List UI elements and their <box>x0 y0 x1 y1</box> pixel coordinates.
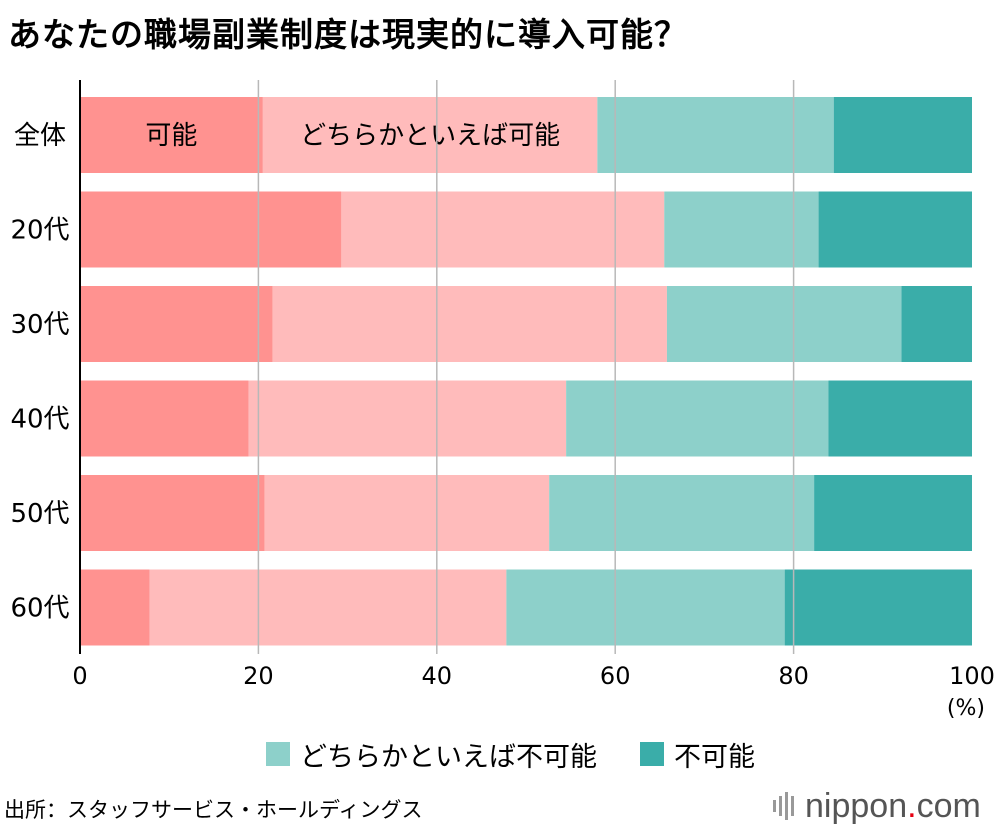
logo-dot: . <box>907 786 917 825</box>
logo-bars-icon <box>773 792 797 820</box>
bar-segment-2-0 <box>80 286 273 362</box>
bar-segment-0-1 <box>262 97 598 173</box>
inline-series-label-1: どちらかといえば可能 <box>300 121 560 151</box>
x-axis-unit: (%) <box>947 696 985 721</box>
chart-title: あなたの職場副業制度は現実的に導入可能？ <box>8 15 688 54</box>
legend: どちらかといえば不可能 不可能 <box>0 734 1000 774</box>
legend-item-dochiraka-fukanou: どちらかといえば不可能 <box>266 734 597 774</box>
logo-name: nippon <box>805 786 908 825</box>
legend-swatch-fukanou <box>640 742 664 766</box>
legend-label-fukanou: 不可能 <box>674 741 755 773</box>
bar-segment-4-1 <box>264 475 550 551</box>
bar-segment-4-2 <box>549 475 815 551</box>
legend-item-fukanou: 不可能 <box>640 734 755 774</box>
bar-segment-2-2 <box>666 286 902 362</box>
bar-segment-0-3 <box>833 97 972 173</box>
bar-segment-5-0 <box>80 569 150 646</box>
category-label-1: 20代 <box>10 216 69 246</box>
x-tick-label-0: 0 <box>72 662 87 690</box>
logo-suffix: com <box>916 786 981 825</box>
bar-segment-5-1 <box>149 569 507 646</box>
x-tick-label-3: 60 <box>600 662 631 690</box>
bar-segment-1-3 <box>818 191 972 268</box>
legend-swatch-dochiraka-fukanou <box>266 742 290 766</box>
x-tick-label-1: 20 <box>243 662 274 690</box>
bar-segment-5-2 <box>506 569 785 646</box>
bar-segment-3-2 <box>566 380 829 457</box>
bar-segment-1-1 <box>341 191 665 268</box>
category-label-5: 60代 <box>10 594 69 624</box>
source-note: 出所：スタッフサービス・ホールディングス <box>4 798 423 822</box>
bar-segment-2-1 <box>272 286 667 362</box>
bar-segment-1-2 <box>664 191 819 268</box>
bar-segment-1-0 <box>80 191 342 268</box>
bar-segment-3-3 <box>828 380 972 457</box>
category-label-3: 40代 <box>10 405 69 435</box>
bar-segment-4-0 <box>80 475 265 551</box>
x-tick-label-4: 80 <box>778 662 809 690</box>
category-label-4: 50代 <box>10 499 69 529</box>
bar-segment-2-3 <box>901 286 972 362</box>
bar-segment-3-0 <box>80 380 249 457</box>
stacked-bar-chart: 可能 どちらかといえば可能 全体 20代 30代 40代 50代 60代 0 20 40 60 80 10… <box>10 80 995 721</box>
category-label-0: 全体 <box>14 121 66 151</box>
bar-segment-0-2 <box>597 97 834 173</box>
category-label-2: 30代 <box>10 310 69 340</box>
legend-label-dochiraka-fukanou: どちらかといえば不可能 <box>300 741 597 773</box>
nippon-logo: nippon. com <box>773 786 981 826</box>
bar-segment-4-3 <box>814 475 972 551</box>
bar-segment-3-1 <box>248 380 567 457</box>
x-tick-label-5: 100 <box>949 662 995 690</box>
bar-segment-0-0 <box>80 97 263 173</box>
bar-segment-5-3 <box>784 569 972 646</box>
x-tick-label-2: 40 <box>422 662 453 690</box>
inline-series-label-0: 可能 <box>145 121 197 151</box>
